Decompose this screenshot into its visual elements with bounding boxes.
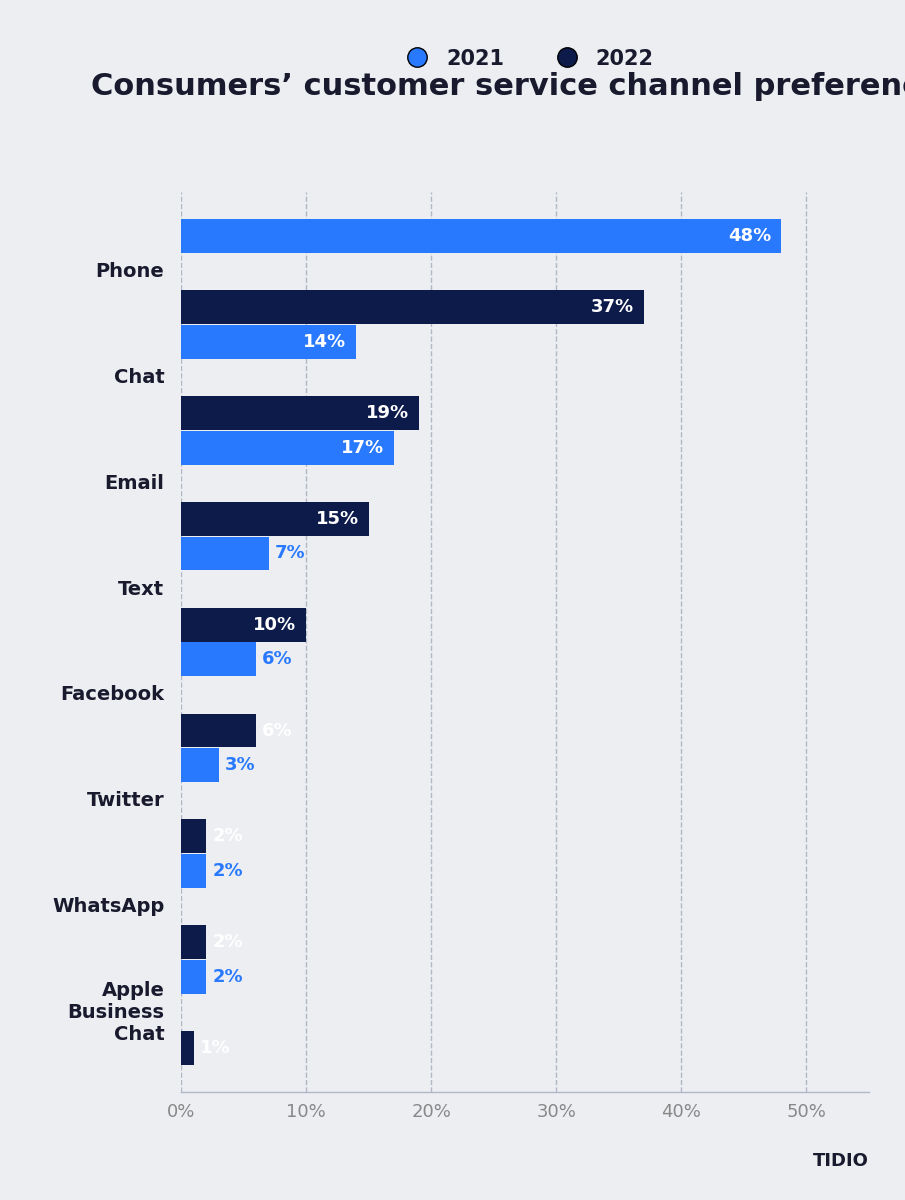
Bar [181,925,206,959]
Text: 17%: 17% [340,438,384,456]
Bar [181,749,218,782]
Bar [181,1031,194,1066]
Bar [181,960,206,994]
Bar [181,290,643,324]
Text: 2%: 2% [213,828,243,846]
Text: 1%: 1% [200,1039,231,1057]
Bar [181,607,306,642]
Bar [181,396,419,430]
Bar [181,431,394,464]
Text: 2%: 2% [213,934,243,952]
Bar [181,642,256,677]
Text: 48%: 48% [728,227,771,245]
Bar [181,714,256,748]
Text: 14%: 14% [303,332,346,350]
Text: 3%: 3% [224,756,255,774]
Bar [181,854,206,888]
Text: 6%: 6% [262,650,293,668]
Text: 15%: 15% [316,510,358,528]
Legend: 2021, 2022: 2021, 2022 [387,41,662,77]
Title: Consumers’ customer service channel preferences: Consumers’ customer service channel pref… [90,72,905,101]
Text: 7%: 7% [275,545,305,563]
Bar [181,820,206,853]
Text: 37%: 37% [591,298,634,316]
Bar [181,325,356,359]
Bar [181,218,781,253]
Text: 19%: 19% [366,404,408,422]
Text: 2%: 2% [213,862,243,880]
Text: 10%: 10% [252,616,296,634]
Bar [181,536,269,570]
Bar [181,502,368,535]
Text: 2%: 2% [213,968,243,986]
Text: TIDIO: TIDIO [813,1152,869,1170]
Text: 6%: 6% [262,721,293,739]
